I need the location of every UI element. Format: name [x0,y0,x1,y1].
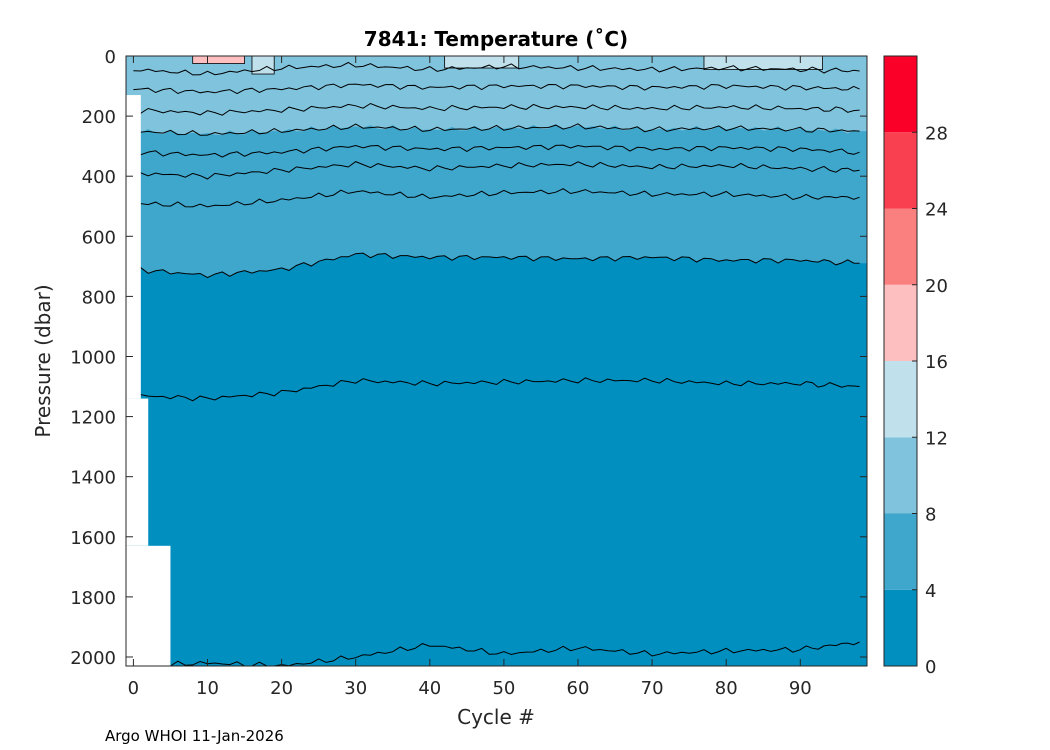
x-tick-label: 90 [789,678,812,699]
x-tick-label: 40 [418,678,441,699]
colorbar-level-16-20 [884,284,917,361]
contour-11C [133,61,860,76]
chart-title: 7841: Temperature (˚C) [364,27,628,51]
y-axis-ticks: 0 200 400 600 800 1000 1200 1400 1600 1800 2000 [70,47,867,669]
colorbar-tick-label: 20 [925,276,948,297]
band-8-12 [126,56,867,135]
y-tick-label: 2000 [70,648,116,669]
colorbar-level-4-8 [884,513,917,590]
y-tick-label: 1400 [70,468,116,489]
x-tick-label: 50 [492,678,515,699]
colorbar-tick-label: 12 [925,428,948,449]
colorbar-tick-label: 4 [925,581,936,602]
missing-data-2 [126,545,171,666]
surface-patch-4 [444,55,520,69]
y-tick-label: 200 [82,107,116,128]
contour-4C [133,252,860,279]
y-tick-label: 400 [82,167,116,188]
colorbar-tick-label: 16 [925,352,948,373]
surface-patch-5 [703,55,823,70]
colorbar-tick-label: 28 [925,123,948,144]
colorbar-tick-label: 0 [925,657,936,678]
colorbar: 0 4 8 12 16 20 24 28 [883,55,948,678]
contour-6C [133,161,860,180]
surface-patch-0 [192,55,245,64]
footer-credit: Argo WHOI 11-Jan-2026 [105,727,284,745]
y-tick-label: 0 [105,47,116,68]
y-tick-label: 800 [82,287,116,308]
x-tick-label: 10 [196,678,219,699]
y-tick-label: 1200 [70,408,116,429]
colorbar-level-0-4 [884,589,917,666]
contour-7C [133,144,860,158]
colorbar-level-20-24 [884,208,917,285]
x-tick-label: 0 [128,678,139,699]
colorbar-tick-label: 24 [925,200,948,221]
x-tick-label: 60 [567,678,590,699]
missing-data-0 [126,95,141,399]
colorbar-level-24-28 [884,132,917,209]
contour-9C [133,102,860,116]
x-axis-label: Cycle # [457,705,535,729]
contour-5C [133,188,860,208]
contour-8C [133,123,860,136]
x-tick-label: 70 [641,678,664,699]
colorbar-level-12-16 [884,361,917,438]
y-tick-label: 1800 [70,588,116,609]
contour-10C [133,83,860,95]
axes-box [125,55,868,667]
y-tick-label: 1000 [70,347,116,368]
plot-area [125,55,868,667]
x-axis-ticks: 0 10 20 30 40 50 60 70 80 90 [128,56,812,699]
colorbar-level-8-12 [884,437,917,514]
x-tick-label: 80 [715,678,738,699]
contour-2C [133,641,860,667]
y-axis-label: Pressure (dbar) [31,284,55,437]
y-tick-label: 600 [82,227,116,248]
colorbar-tick-label: 8 [925,505,936,526]
x-tick-label: 20 [270,678,293,699]
missing-data-1 [126,398,149,546]
contour-3C [133,377,860,402]
x-tick-label: 30 [344,678,367,699]
colorbar-level-28-32 [884,56,917,133]
y-tick-label: 1600 [70,528,116,549]
